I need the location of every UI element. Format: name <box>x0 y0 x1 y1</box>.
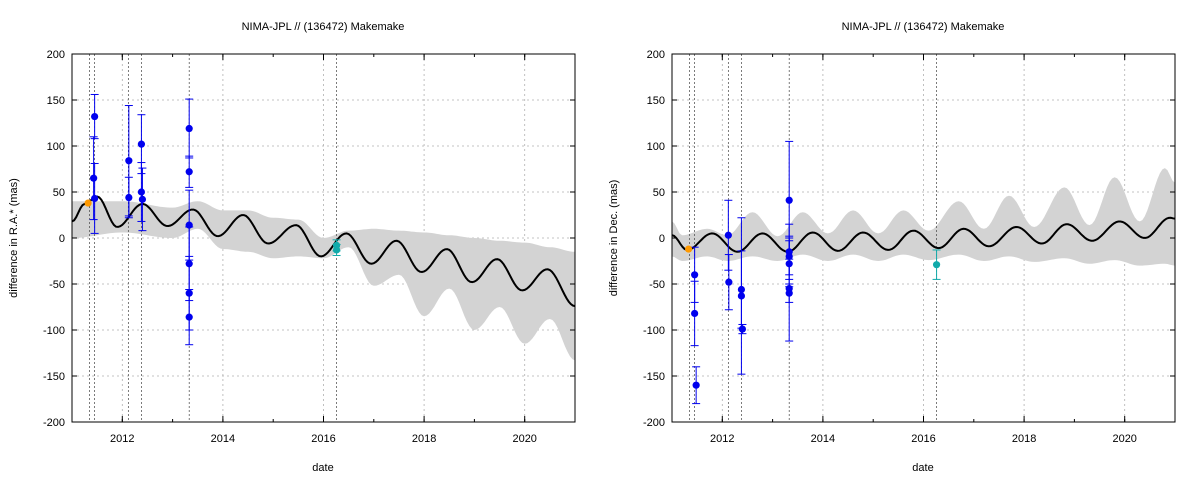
data-point <box>737 292 746 300</box>
data-point <box>91 194 99 203</box>
data-point <box>90 174 98 182</box>
curve-line <box>71 195 576 308</box>
y-tick-label: 100 <box>47 141 65 153</box>
chart-ra: NIMA-JPL // (136472) Makemake date diffe… <box>8 21 576 474</box>
y-tick-label: -50 <box>649 279 665 291</box>
model-curve <box>671 216 1176 253</box>
x-tick-label: 2016 <box>911 433 935 445</box>
data-point <box>737 285 746 294</box>
data-point <box>185 313 193 321</box>
data-points <box>684 196 941 389</box>
data-point <box>137 140 146 148</box>
data-point <box>185 124 193 133</box>
y-tick-label: -100 <box>643 325 665 337</box>
data-point <box>684 245 693 253</box>
band-area <box>72 201 575 361</box>
uncertainty-band <box>672 168 1175 266</box>
x-axis-label: date <box>912 462 933 474</box>
data-point <box>785 252 793 260</box>
x-tick-label: 2018 <box>1012 433 1036 445</box>
data-point <box>185 168 193 176</box>
y-tick-label: -100 <box>43 325 65 337</box>
data-point <box>185 289 193 297</box>
x-tick-label: 2014 <box>211 433 235 445</box>
x-tick-label: 2020 <box>1112 433 1136 445</box>
data-point <box>785 260 793 268</box>
data-point <box>738 325 747 333</box>
data-point <box>332 246 341 254</box>
data-point <box>125 193 133 202</box>
error-bars <box>690 140 941 405</box>
chart-dec: NIMA-JPL // (136472) Makemake date diffe… <box>608 21 1176 474</box>
y-tick-label: 200 <box>647 49 665 61</box>
data-point <box>691 271 699 279</box>
axes: -200 -150 -100 -50 0 50 100 150 200 2012 2014 2016 2… <box>643 49 1176 445</box>
uncertainty-band <box>72 201 575 361</box>
y-axis-label: difference in R.A.* (mas) <box>8 178 20 298</box>
y-tick-label: 200 <box>47 49 65 61</box>
data-point <box>785 196 793 204</box>
data-point <box>137 188 146 196</box>
data-point <box>725 278 733 286</box>
y-tick-label: -150 <box>643 371 665 383</box>
y-tick-label: 50 <box>53 187 65 199</box>
y-tick-label: -50 <box>49 279 65 291</box>
x-tick-label: 2014 <box>811 433 835 445</box>
model-curve <box>71 195 576 308</box>
y-tick-label: 0 <box>59 233 65 245</box>
data-point <box>785 289 793 297</box>
band-area <box>672 168 1175 266</box>
y-axis-label: difference in Dec. (mas) <box>608 180 620 297</box>
x-tick-label: 2012 <box>710 433 734 445</box>
data-point <box>692 381 700 389</box>
data-point <box>185 221 193 229</box>
y-tick-label: 100 <box>647 141 665 153</box>
x-tick-label: 2018 <box>412 433 436 445</box>
data-point <box>185 260 193 268</box>
y-tick-label: 0 <box>659 233 665 245</box>
curve-line <box>671 216 1176 253</box>
y-tick-label: -200 <box>643 417 665 429</box>
data-point <box>724 231 732 239</box>
x-tick-label: 2012 <box>110 433 134 445</box>
data-point <box>138 195 147 203</box>
y-tick-label: 50 <box>653 187 665 199</box>
y-tick-label: -200 <box>43 417 65 429</box>
y-tick-label: -150 <box>43 371 65 383</box>
y-tick-label: 150 <box>47 95 65 107</box>
axes: -200 -150 -100 -50 0 50 100 150 200 2012 2014 2016 2… <box>43 49 576 445</box>
data-point <box>125 157 133 165</box>
x-tick-label: 2020 <box>512 433 536 445</box>
chart-title: NIMA-JPL // (136472) Makemake <box>242 21 405 33</box>
y-tick-label: 150 <box>647 95 665 107</box>
x-tick-label: 2016 <box>311 433 335 445</box>
data-point <box>932 261 941 269</box>
x-axis-label: date <box>312 462 333 474</box>
data-point <box>84 199 92 207</box>
data-point <box>91 112 99 121</box>
chart-title: NIMA-JPL // (136472) Makemake <box>842 21 1005 33</box>
data-point <box>691 309 699 318</box>
data-points <box>84 112 341 321</box>
